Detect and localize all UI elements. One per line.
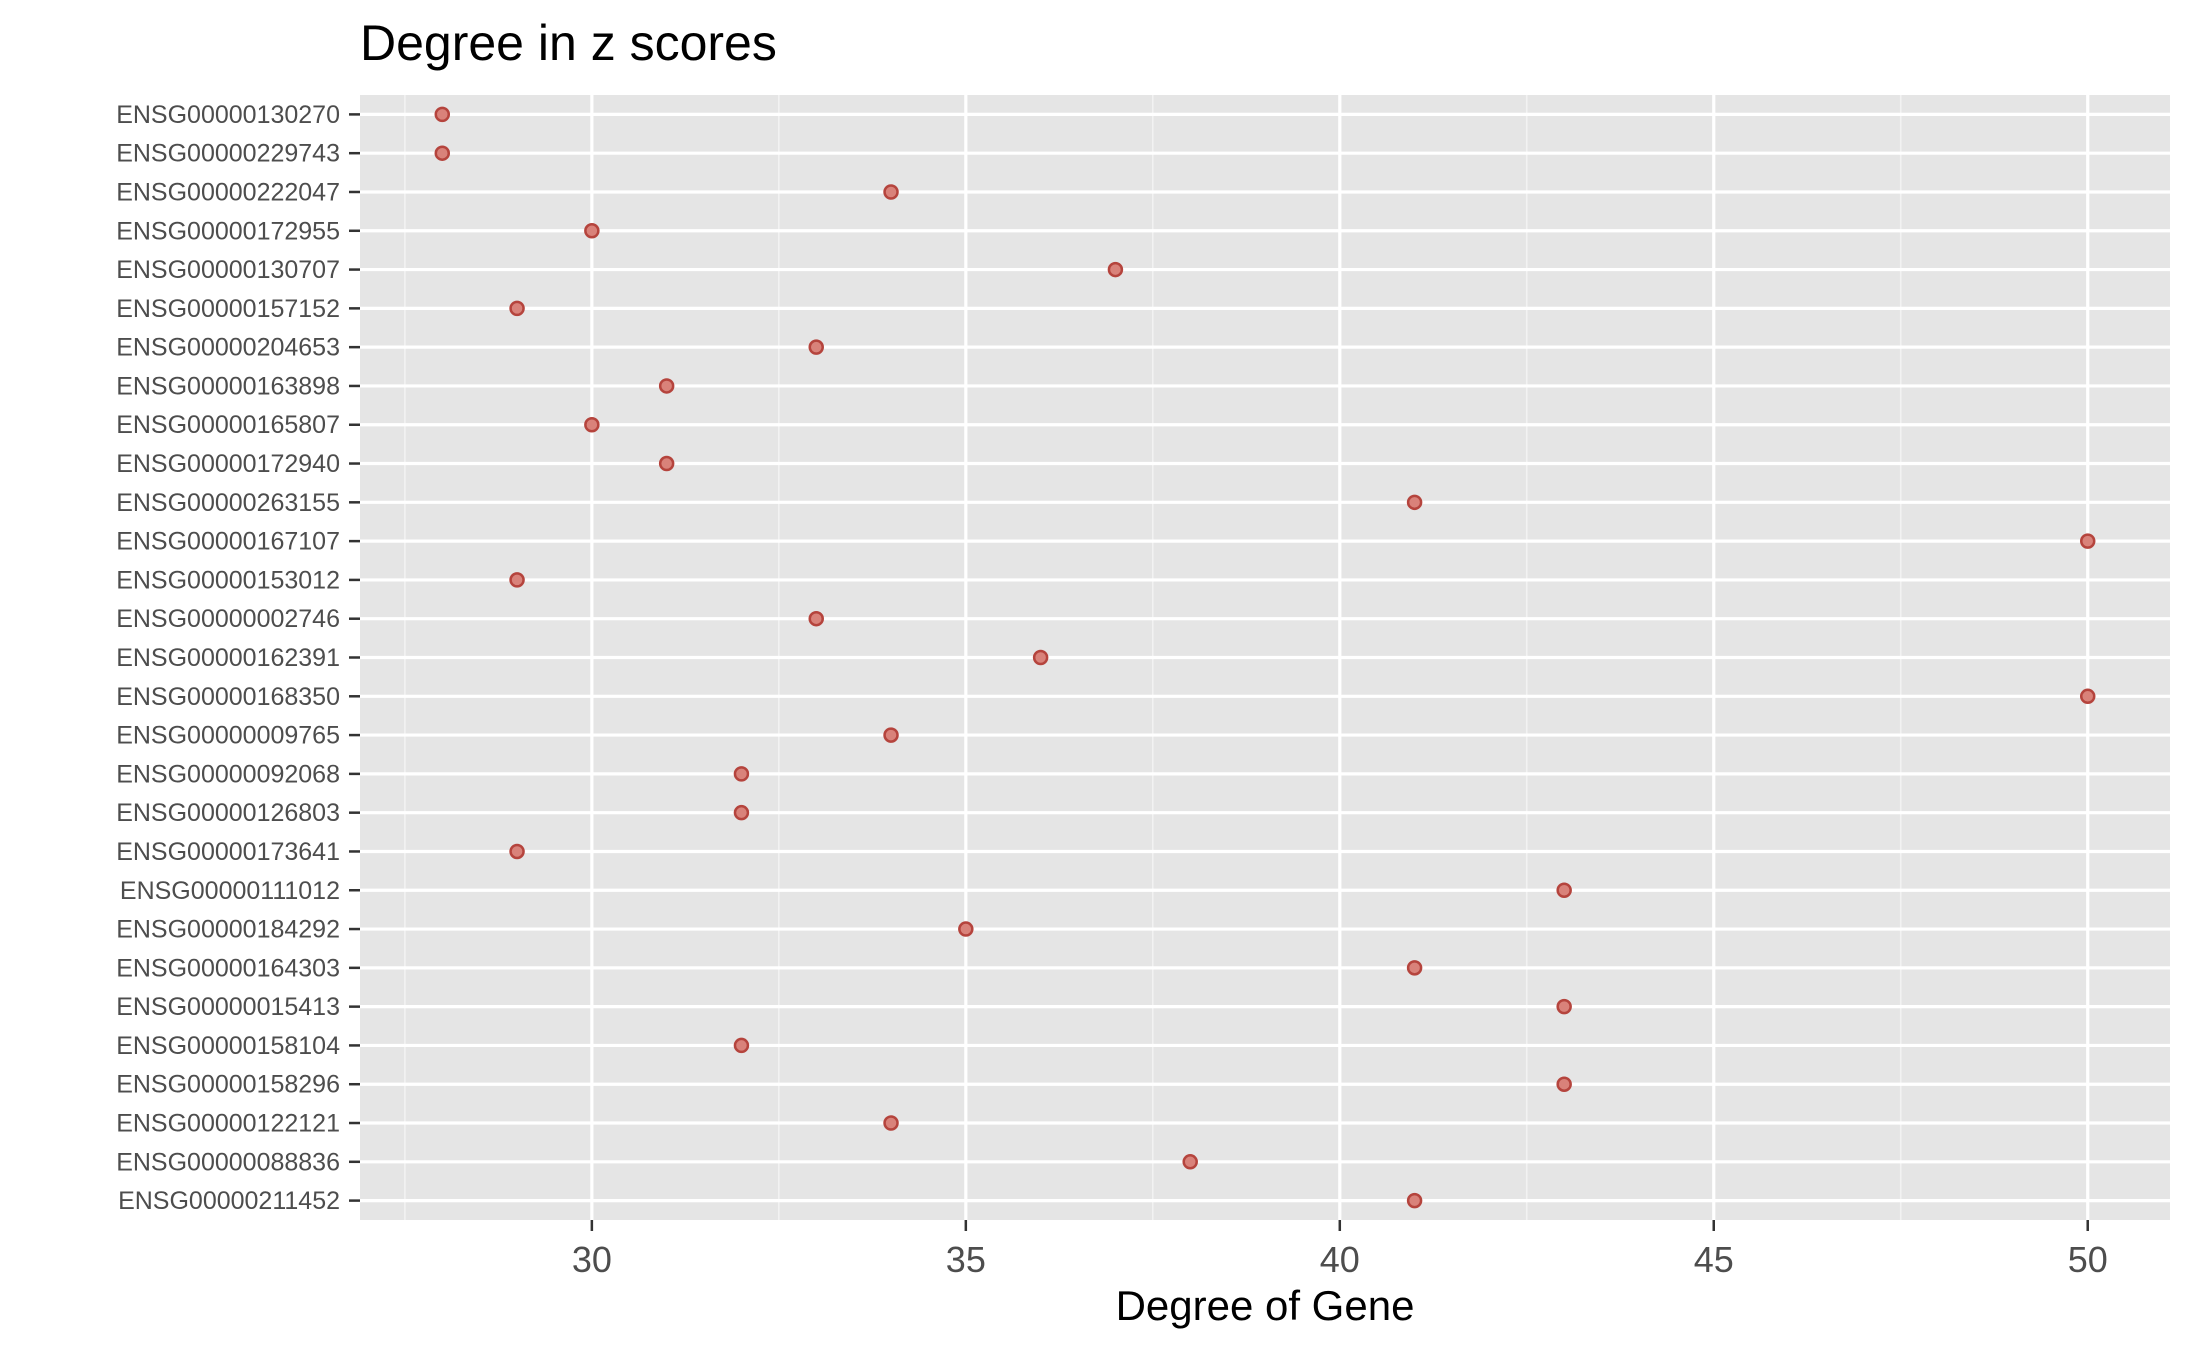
data-point xyxy=(509,300,525,317)
y-tick-label: ENSG00000184292 xyxy=(116,916,340,944)
y-tick-label: ENSG00000157152 xyxy=(116,295,340,323)
x-tick-label: 50 xyxy=(2068,1239,2108,1280)
data-point xyxy=(1032,649,1049,666)
data-point xyxy=(1182,1154,1198,1170)
data-point xyxy=(883,727,899,743)
data-point xyxy=(883,1115,899,1131)
data-point xyxy=(1556,882,1572,899)
y-tick-label: ENSG00000263155 xyxy=(116,489,340,517)
data-point xyxy=(2079,688,2096,705)
data-point xyxy=(808,610,824,627)
y-tick-label: ENSG00000204653 xyxy=(116,334,340,362)
y-tick-label: ENSG00000158104 xyxy=(116,1032,340,1060)
chart-title: Degree in z scores xyxy=(360,15,777,71)
data-point xyxy=(1406,960,1423,976)
y-tick-label: ENSG00000130707 xyxy=(116,256,340,284)
y-tick-label: ENSG00000222047 xyxy=(116,178,340,206)
y-tick-label: ENSG00000092068 xyxy=(116,760,340,788)
grid-lines xyxy=(360,95,2170,1220)
data-point xyxy=(1556,1076,1572,1092)
data-point xyxy=(733,804,750,821)
y-tick-label: ENSG00000158296 xyxy=(116,1071,340,1099)
y-tick-label: ENSG00000229743 xyxy=(116,140,340,168)
data-points xyxy=(434,106,2096,1209)
data-point xyxy=(584,223,600,239)
x-tick-label: 30 xyxy=(572,1239,612,1280)
y-tick-label: ENSG00000126803 xyxy=(116,799,340,827)
data-point xyxy=(658,455,675,472)
data-point xyxy=(1406,1192,1423,1209)
data-point xyxy=(958,921,974,937)
y-tick-label: ENSG00000163898 xyxy=(116,372,340,400)
y-tick-label: ENSG00000111012 xyxy=(120,877,340,905)
y-tick-label: ENSG00000172955 xyxy=(116,217,340,245)
y-tick-label: ENSG00000088836 xyxy=(116,1148,340,1176)
data-point xyxy=(1107,261,1124,278)
y-tick-label: ENSG00000165807 xyxy=(116,411,340,439)
y-tick-label: ENSG00000168350 xyxy=(116,683,340,711)
y-tick-label: ENSG00000002746 xyxy=(116,605,340,633)
data-point xyxy=(2079,533,2096,549)
x-tick-label: 35 xyxy=(946,1239,986,1280)
data-point xyxy=(509,843,525,860)
y-tick-label: ENSG00000122121 xyxy=(116,1110,340,1138)
data-point xyxy=(1406,494,1423,511)
y-tick-label: ENSG00000172940 xyxy=(116,450,340,478)
data-point xyxy=(1556,998,1572,1015)
y-tick-label: ENSG00000153012 xyxy=(116,566,340,594)
data-point xyxy=(434,145,451,161)
data-point xyxy=(658,378,675,394)
data-point xyxy=(434,106,451,123)
y-tick-label: ENSG00000130270 xyxy=(116,101,340,129)
data-point xyxy=(883,184,899,200)
y-tick-label: ENSG00000009765 xyxy=(116,722,340,750)
y-tick-label: ENSG00000162391 xyxy=(116,644,340,672)
y-tick-label: ENSG00000211452 xyxy=(118,1187,340,1215)
data-point xyxy=(584,416,600,433)
x-tick-label: 40 xyxy=(1320,1239,1360,1280)
x-axis-label: Degree of Gene xyxy=(1116,1282,1415,1329)
x-tick-label: 45 xyxy=(1694,1239,1734,1280)
data-point xyxy=(733,1037,750,1054)
y-tick-label: ENSG00000164303 xyxy=(116,954,340,982)
data-point xyxy=(808,339,824,355)
y-axis: ENSG00000130270 ENSG00000229743 ENSG000002… xyxy=(116,101,360,1215)
y-tick-label: ENSG00000015413 xyxy=(116,993,340,1021)
x-axis: 30 35 40 45 50 xyxy=(572,1220,2108,1280)
data-point xyxy=(733,766,750,782)
y-tick-label: ENSG00000173641 xyxy=(116,838,340,866)
data-point xyxy=(509,572,525,588)
y-tick-label: ENSG00000167107 xyxy=(116,528,340,556)
